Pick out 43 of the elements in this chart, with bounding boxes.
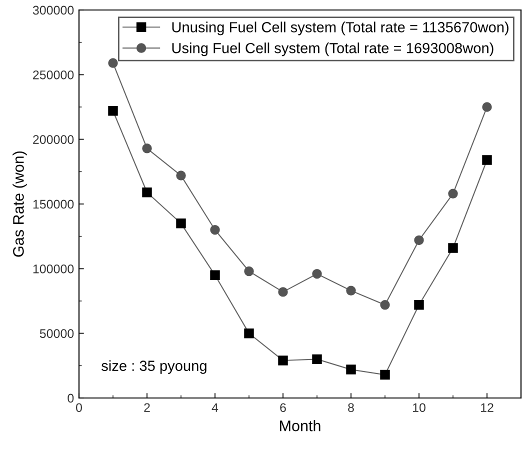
- legend-label: Unusing Fuel Cell system (Total rate = 1135670won): [172, 22, 508, 36]
- x-tick-label: 2: [144, 403, 150, 412]
- point: [482, 155, 492, 165]
- point: [414, 235, 424, 246]
- legend-label: Using Fuel Cell system (Total rate = 1693008won): [172, 42, 494, 56]
- y-tick-label: 100000: [33, 264, 74, 274]
- point: [176, 170, 186, 180]
- point: [482, 102, 492, 112]
- x-tick-label: 4: [212, 403, 218, 412]
- point: [448, 188, 458, 199]
- y-tick-label: 150000: [33, 200, 74, 209]
- point: [312, 268, 322, 279]
- x-tick-label: 10: [413, 403, 426, 412]
- point: [380, 300, 390, 310]
- x-tick-label: 8: [348, 403, 354, 412]
- point: [414, 300, 424, 310]
- point: [176, 218, 186, 228]
- y-tick-label: 0: [68, 394, 74, 403]
- y-tick-label: 300000: [32, 6, 74, 15]
- point: [278, 356, 288, 366]
- point: [346, 364, 356, 374]
- annotation: size : 35 pyoung: [102, 360, 206, 374]
- x-axis-title: Month: [280, 420, 320, 432]
- y-tick-label: 250000: [33, 70, 74, 80]
- point: [210, 225, 220, 235]
- point: [142, 144, 152, 154]
- point: [108, 58, 118, 68]
- point: [346, 286, 356, 296]
- point: [108, 106, 118, 116]
- y-tick-label: 200000: [33, 135, 74, 144]
- point: [244, 266, 254, 276]
- point: [142, 188, 152, 198]
- point: [312, 354, 322, 364]
- y-tick-label: 50000: [40, 329, 74, 338]
- point: [210, 270, 220, 280]
- y-axis-title: Gas Rate (won): [12, 151, 27, 257]
- point: [380, 370, 390, 380]
- point: [278, 287, 288, 297]
- x-tick-label: 0: [76, 403, 82, 412]
- x-tick-label: 12: [481, 403, 494, 412]
- point: [448, 243, 458, 253]
- point: [244, 328, 254, 338]
- x-tick-label: 6: [280, 403, 286, 412]
